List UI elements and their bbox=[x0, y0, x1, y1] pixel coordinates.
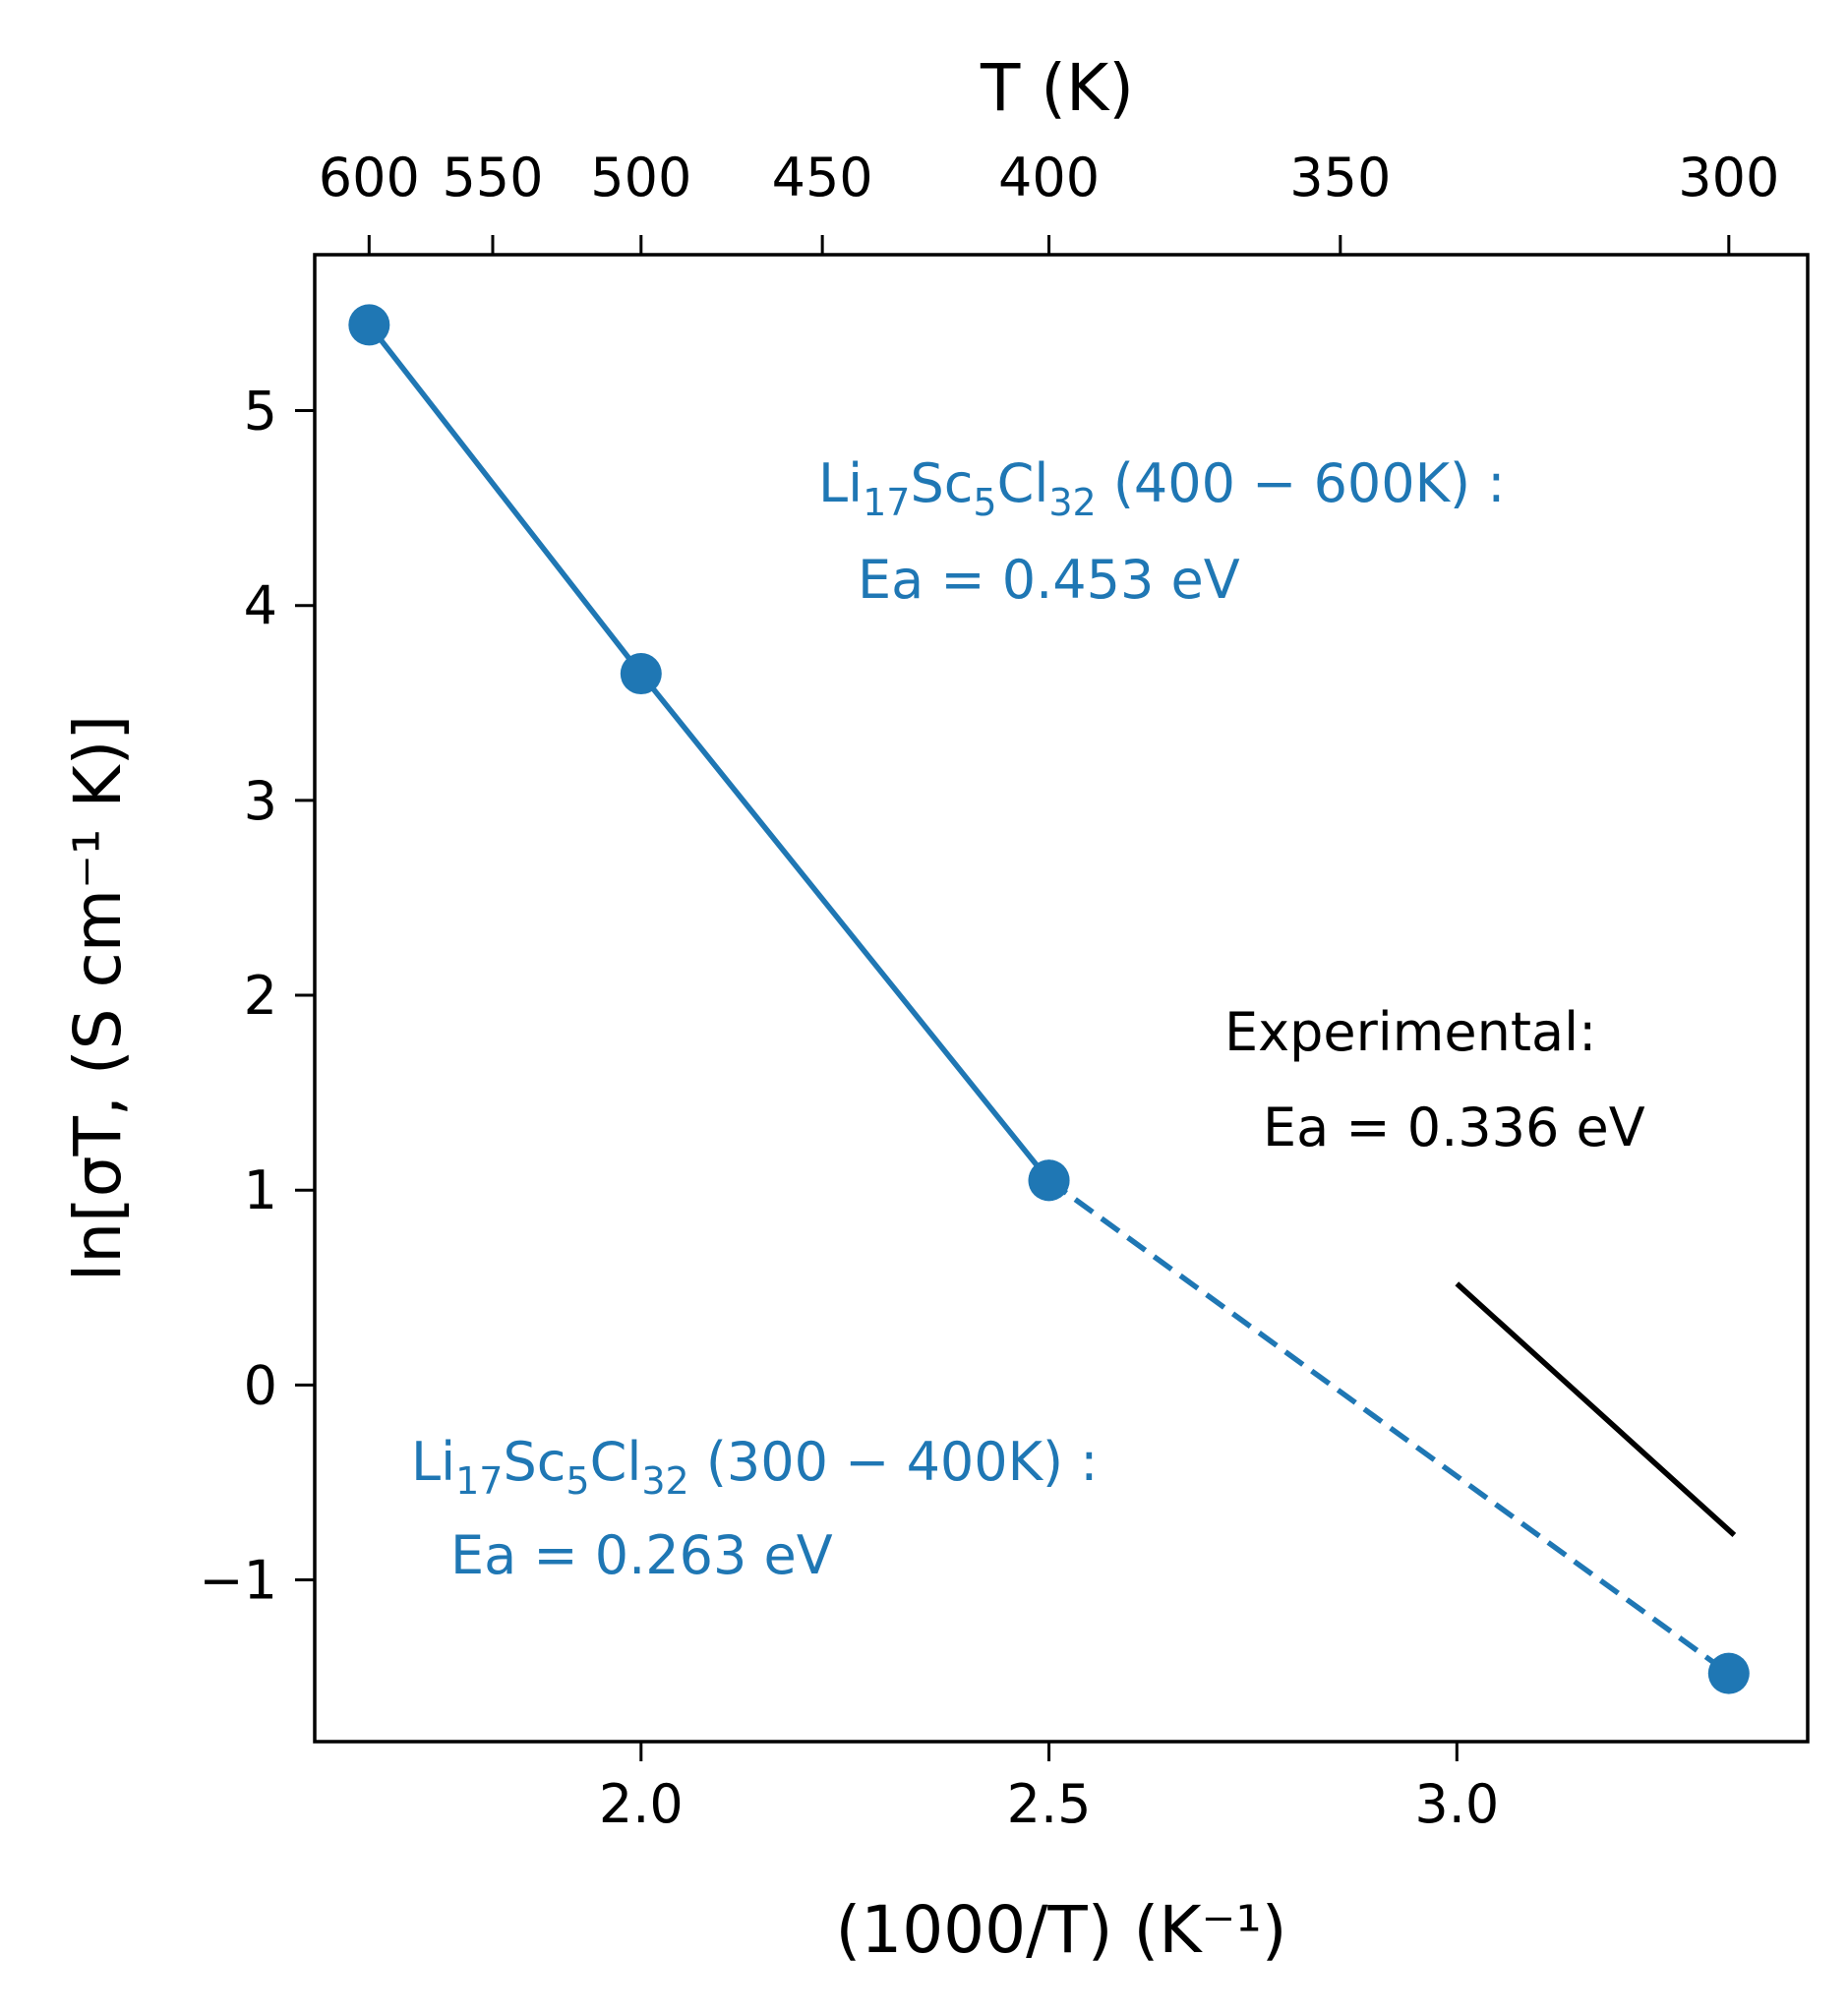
series-line-3 bbox=[1455, 1281, 1737, 1537]
top-tick-label: 450 bbox=[772, 147, 873, 208]
annotation-high-formula: Li17Sc5Cl32 (400 − 600K) : bbox=[818, 452, 1505, 524]
top-tick-label: 600 bbox=[319, 147, 420, 208]
series-layer bbox=[348, 304, 1750, 1694]
y-tick-label: 5 bbox=[244, 381, 277, 443]
data-point bbox=[620, 653, 662, 695]
top-axis-title: T (K) bbox=[980, 50, 1134, 126]
annotation-experimental-label: Experimental: bbox=[1224, 1001, 1596, 1063]
y-tick-label: 4 bbox=[244, 575, 277, 637]
y-tick-label: 2 bbox=[244, 965, 277, 1027]
y-axis-ticks: −1 0 1 2 3 4 5 bbox=[199, 381, 315, 1612]
top-tick-label: 500 bbox=[590, 147, 691, 208]
annotation-low-ea: Ea = 0.263 eV bbox=[450, 1524, 833, 1586]
y-tick-label: 0 bbox=[244, 1354, 277, 1416]
annotation-experimental-ea: Ea = 0.336 eV bbox=[1263, 1097, 1645, 1158]
plot-area bbox=[313, 253, 1810, 1744]
data-point bbox=[348, 304, 390, 346]
y-tick-label: −1 bbox=[199, 1550, 277, 1612]
annotation-high-ea: Ea = 0.453 eV bbox=[858, 549, 1240, 611]
y-tick-label: 3 bbox=[244, 770, 277, 832]
x-axis-ticks: 2.0 2.5 3.0 bbox=[599, 1742, 1499, 1835]
data-point bbox=[1707, 1652, 1750, 1694]
top-tick-label: 550 bbox=[442, 147, 543, 208]
x-tick-label: 2.5 bbox=[1007, 1773, 1092, 1835]
x-tick-label: 2.0 bbox=[599, 1773, 684, 1835]
x-axis-title: (1000/T) (K⁻¹) bbox=[835, 1892, 1286, 1968]
y-axis-title: ln[σT, (S cm⁻¹ K)] bbox=[60, 715, 136, 1281]
x-tick-label: 3.0 bbox=[1414, 1773, 1499, 1835]
top-axis-ticks: 600 550 500 450 400 350 300 bbox=[319, 147, 1779, 255]
top-tick-label: 400 bbox=[998, 147, 1100, 208]
data-point bbox=[1028, 1159, 1070, 1202]
y-tick-label: 1 bbox=[244, 1159, 277, 1221]
plot-frame bbox=[313, 253, 1810, 1744]
annotation-low-formula: Li17Sc5Cl32 (300 − 400K) : bbox=[411, 1431, 1098, 1503]
series-line-2 bbox=[1046, 1178, 1731, 1676]
top-tick-label: 300 bbox=[1678, 147, 1779, 208]
top-tick-label: 350 bbox=[1289, 147, 1391, 208]
